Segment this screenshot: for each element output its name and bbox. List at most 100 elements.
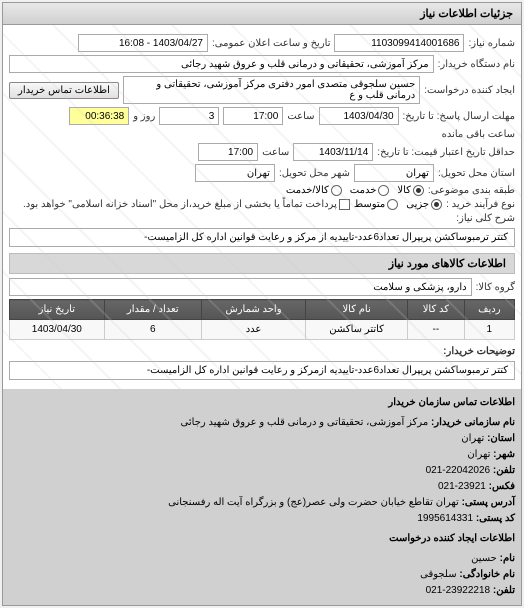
contact-buyer-button[interactable]: اطلاعات تماس خریدار <box>9 82 119 99</box>
contact-address-label: آدرس پستی: <box>462 497 515 508</box>
row-buyer-org: نام دستگاه خریدار: مرکز آموزشی، تحقیقاتی… <box>9 55 515 73</box>
contact-province-value: تهران <box>461 433 484 444</box>
th-name: نام کالا <box>306 300 408 320</box>
delivery-city-field: تهران <box>195 164 275 182</box>
th-unit: واحد شمارش <box>201 300 305 320</box>
requester-phone-label: تلفن: <box>493 585 515 596</box>
response-deadline-label: مهلت ارسال پاسخ: تا تاریخ: <box>403 111 515 122</box>
contact-city-label: شهر: <box>493 449 515 460</box>
contact-fax-row: فکس: 23921-021 <box>9 479 515 495</box>
contact-postal-value: 1995614331 <box>417 513 473 524</box>
th-qty: تعداد / مقدار <box>104 300 201 320</box>
goods-group-label: گروه کالا: <box>476 282 515 293</box>
classification-label: طبقه بندی موضوعی: <box>428 185 515 196</box>
explanation-label: توضیحات خریدار: <box>443 346 515 357</box>
contact-city-row: شهر: تهران <box>9 447 515 463</box>
row-process: نوع فرآیند خرید : جزیی متوسط پرداخت تمام… <box>9 199 515 210</box>
days-field: 3 <box>159 107 219 125</box>
requester-surname-label: نام خانوادگی: <box>459 569 515 580</box>
goods-table: ردیف کد کالا نام کالا واحد شمارش تعداد /… <box>9 299 515 340</box>
row-description: شرح کلی نیاز: کتتر ترمبوساکشن پریپرال تع… <box>9 213 515 247</box>
contact-city-value: تهران <box>467 449 490 460</box>
contact-phone-label: تلفن: <box>493 465 515 476</box>
row-request-number: شماره نیاز: 1103099414001686 تاریخ و ساع… <box>9 34 515 52</box>
requester-name-row: نام: حسین <box>9 551 515 567</box>
radio-goods-label: کالا <box>397 185 411 196</box>
row-requester: ایجاد کننده درخواست: حسین سلجوقی متصدی ا… <box>9 76 515 104</box>
table-row[interactable]: 1 -- کاتتر ساکشن عدد 6 1403/04/30 <box>10 320 515 340</box>
contact-province-row: استان: تهران <box>9 431 515 447</box>
goods-group-field: دارو، پزشکی و سلامت <box>9 278 472 296</box>
contact-phone-value: 22042026-021 <box>426 465 491 476</box>
delivery-province-field: تهران <box>354 164 434 182</box>
delivery-city-label: شهر محل تحویل: <box>279 168 350 179</box>
th-code: کد کالا <box>408 300 465 320</box>
announce-field: 1403/04/27 - 16:08 <box>78 34 208 52</box>
th-row: ردیف <box>464 300 514 320</box>
explanation-field: کتتر ترمبوساکشن پریپرال تعداد6عدد-تاییدی… <box>9 361 515 380</box>
radio-partial-icon <box>431 199 442 210</box>
td-code: -- <box>408 320 465 340</box>
td-name: کاتتر ساکشن <box>306 320 408 340</box>
validity-time-field: 17:00 <box>198 143 258 161</box>
contact-org-label: نام سازمانی خریدار: <box>431 417 515 428</box>
requester-surname-value: سلجوقی <box>420 569 456 580</box>
radio-goods-icon <box>413 185 424 196</box>
radio-goods-service-icon <box>331 185 342 196</box>
td-date: 1403/04/30 <box>10 320 105 340</box>
requester-phone-value: 23922218-021 <box>426 585 491 596</box>
radio-service-label: خدمت <box>350 185 377 196</box>
radio-medium[interactable]: متوسط <box>354 199 398 210</box>
radio-goods[interactable]: کالا <box>397 185 424 196</box>
contact-org-value: مرکز آموزشی، تحقیقاتی و درمانی قلب و عرو… <box>181 417 429 428</box>
contact-fax-value: 23921-021 <box>438 481 486 492</box>
requester-field: حسین سلجوقی متصدی امور دفتری مرکز آموزشی… <box>123 76 420 104</box>
requester-name-value: حسین <box>471 553 497 564</box>
delivery-province-label: استان محل تحویل: <box>438 168 515 179</box>
validity-time-label: ساعت <box>262 147 289 158</box>
request-number-label: شماره نیاز: <box>468 38 515 49</box>
validity-label: حداقل تاریخ اعتبار قیمت: تا تاریخ: <box>377 147 515 158</box>
contact-postal-label: کد پستی: <box>476 513 515 524</box>
radio-service[interactable]: خدمت <box>350 185 390 196</box>
contact-postal-row: کد پستی: 1995614331 <box>9 511 515 527</box>
contact-fax-label: فکس: <box>489 481 515 492</box>
row-classification: طبقه بندی موضوعی: کالا خدمت کالا/خدمت <box>9 185 515 196</box>
row-explanation: توضیحات خریدار: کتتر ترمبوساکشن پریپرال … <box>9 346 515 380</box>
td-unit: عدد <box>201 320 305 340</box>
panel-title: جزئیات اطلاعات نیاز <box>3 3 521 25</box>
remaining-label: ساعت باقی مانده <box>442 129 515 140</box>
description-field: کتتر ترمبوساکشن پریپرال تعداد6عدد-تاییدی… <box>9 228 515 247</box>
contact-address-value: تهران تقاطع خیابان حضرت ولی عصر(عج) و بز… <box>168 497 459 508</box>
requester-label: ایجاد کننده درخواست: <box>424 85 515 96</box>
radio-medium-icon <box>387 199 398 210</box>
radio-goods-service[interactable]: کالا/خدمت <box>286 185 342 196</box>
radio-partial-label: جزیی <box>406 199 429 210</box>
contact-province-label: استان: <box>487 433 515 444</box>
radio-goods-service-label: کالا/خدمت <box>286 185 329 196</box>
response-time-field: 17:00 <box>223 107 283 125</box>
radio-service-icon <box>378 185 389 196</box>
td-qty: 6 <box>104 320 201 340</box>
buyer-org-label: نام دستگاه خریدار: <box>438 59 515 70</box>
requester-phone-row: تلفن: 23922218-021 <box>9 583 515 599</box>
goods-section-header: اطلاعات کالاهای مورد نیاز <box>9 253 515 274</box>
checkbox-icon <box>339 199 350 210</box>
requester-header: اطلاعات ایجاد کننده درخواست <box>9 531 515 547</box>
th-date: تاریخ نیاز <box>10 300 105 320</box>
panel-body: شماره نیاز: 1103099414001686 تاریخ و ساع… <box>3 25 521 389</box>
row-delivery-location: استان محل تحویل: تهران شهر محل تحویل: ته… <box>9 164 515 182</box>
radio-partial[interactable]: جزیی <box>406 199 442 210</box>
announce-label: تاریخ و ساعت اعلان عمومی: <box>212 38 331 49</box>
payment-note-check[interactable]: پرداخت تماماً یا بخشی از مبلغ خرید،از مح… <box>23 199 350 210</box>
table-header-row: ردیف کد کالا نام کالا واحد شمارش تعداد /… <box>10 300 515 320</box>
row-response-deadline: مهلت ارسال پاسخ: تا تاریخ: 1403/04/30 سا… <box>9 107 515 140</box>
remaining-time-field: 00:36:38 <box>69 107 129 125</box>
contact-header: اطلاعات تماس سازمان خریدار <box>9 395 515 411</box>
buyer-org-field: مرکز آموزشی، تحقیقاتی و درمانی قلب و عرو… <box>9 55 434 73</box>
requester-surname-row: نام خانوادگی: سلجوقی <box>9 567 515 583</box>
process-label: نوع فرآیند خرید : <box>446 199 515 210</box>
request-number-field: 1103099414001686 <box>334 34 464 52</box>
description-label: شرح کلی نیاز: <box>456 213 515 224</box>
contact-org-row: نام سازمانی خریدار: مرکز آموزشی، تحقیقات… <box>9 415 515 431</box>
